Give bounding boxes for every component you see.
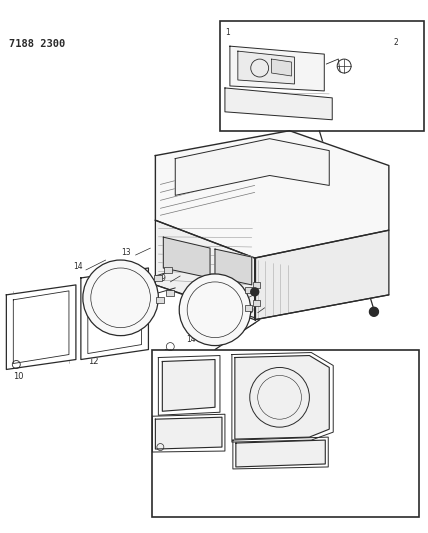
Circle shape	[179, 274, 251, 345]
Text: 11: 11	[220, 270, 230, 278]
Circle shape	[370, 308, 378, 316]
Bar	[245, 305, 252, 311]
Text: 8: 8	[333, 446, 338, 455]
Text: 9: 9	[249, 306, 254, 315]
Polygon shape	[162, 360, 215, 411]
Polygon shape	[215, 249, 252, 285]
Polygon shape	[175, 139, 329, 196]
Circle shape	[369, 308, 378, 316]
Text: 14: 14	[73, 262, 83, 271]
Text: 12: 12	[88, 357, 98, 366]
Polygon shape	[6, 285, 76, 369]
Text: 1: 1	[225, 28, 230, 37]
Text: 9: 9	[160, 274, 165, 284]
Bar	[220, 21, 424, 131]
Circle shape	[83, 260, 158, 336]
Polygon shape	[236, 440, 325, 467]
Polygon shape	[255, 230, 389, 320]
Text: 7188 2300: 7188 2300	[9, 39, 65, 49]
Text: 6: 6	[223, 434, 229, 443]
Polygon shape	[155, 417, 222, 449]
Text: 10: 10	[13, 373, 24, 382]
Text: 4: 4	[155, 453, 160, 462]
Polygon shape	[272, 59, 291, 76]
Polygon shape	[81, 268, 149, 360]
Polygon shape	[230, 46, 324, 91]
Text: 13: 13	[233, 321, 243, 330]
Polygon shape	[235, 356, 329, 439]
Polygon shape	[225, 88, 332, 120]
Text: 3: 3	[309, 104, 314, 113]
Text: 7: 7	[317, 356, 322, 365]
Bar	[245, 287, 252, 293]
Bar	[155, 275, 162, 281]
Bar	[156, 297, 164, 303]
Bar	[166, 290, 174, 296]
Polygon shape	[155, 131, 389, 258]
Bar	[152, 350, 419, 516]
Polygon shape	[238, 51, 294, 84]
Text: 5: 5	[163, 349, 168, 358]
Text: 2: 2	[394, 38, 398, 47]
Text: 13: 13	[121, 247, 131, 256]
Polygon shape	[163, 237, 210, 278]
Bar	[253, 300, 260, 306]
Circle shape	[251, 288, 259, 296]
Bar	[164, 267, 172, 273]
Text: 14: 14	[187, 335, 196, 344]
Polygon shape	[155, 220, 255, 320]
Bar	[253, 282, 260, 288]
Text: 13: 13	[233, 290, 243, 300]
